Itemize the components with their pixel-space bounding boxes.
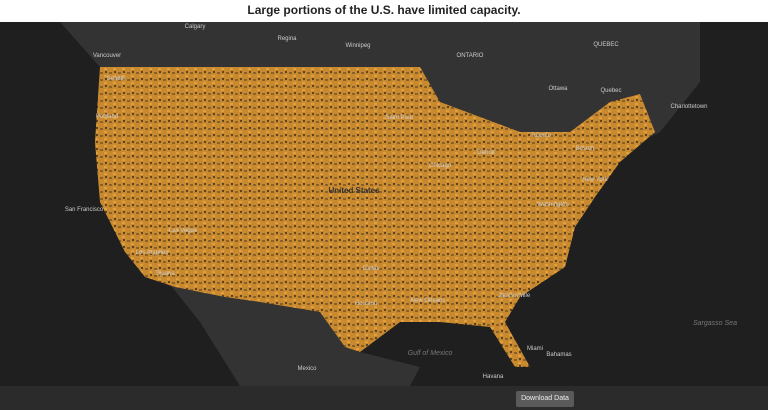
mexico	[160, 272, 420, 386]
footer-bar	[0, 386, 768, 410]
map: Calgary Regina Winnipeg Vancouver Seattle Por…	[0, 22, 768, 386]
place-label: New York	[582, 177, 608, 183]
place-label: Portland	[96, 114, 118, 120]
place-label: Dallas	[363, 266, 380, 272]
place-label: Toronto	[531, 133, 552, 139]
place-label: Vancouver	[93, 53, 121, 59]
place-label: Jacksonville	[498, 293, 531, 299]
place-label: Regina	[277, 36, 297, 42]
place-label: Miami	[527, 346, 543, 352]
place-label: United States	[328, 186, 380, 195]
place-label: Detroit	[477, 150, 495, 156]
place-label: Sargasso Sea	[693, 320, 737, 327]
place-label: Havana	[483, 374, 504, 380]
place-label: Ottawa	[548, 86, 568, 92]
title: Large portions of the U.S. have limited …	[247, 3, 521, 17]
place-label: QUEBEC	[593, 42, 619, 48]
place-label: Quebec	[600, 88, 621, 94]
download-button[interactable]: Download Data	[516, 391, 574, 407]
place-label: ONTARIO	[457, 53, 484, 59]
place-label: Washington	[537, 202, 568, 208]
place-label: Chicago	[429, 163, 452, 169]
place-label: Las Vegas	[169, 228, 197, 234]
place-label: Boston	[576, 146, 595, 152]
place-label: Houston	[355, 301, 377, 307]
place-label: New Orleans	[411, 298, 446, 304]
place-label: Winnipeg	[345, 43, 370, 49]
place-label: Tijuana	[155, 271, 175, 277]
us-coverage	[95, 67, 655, 367]
place-label: Mexico	[297, 366, 317, 372]
place-label: Saint Paul	[385, 115, 412, 121]
place-label: San Francisco	[65, 207, 104, 213]
place-label: Los Angeles	[136, 250, 169, 256]
place-label: Charlottetown	[670, 104, 707, 110]
place-label: Calgary	[185, 24, 206, 30]
place-label: Seattle	[107, 76, 126, 82]
place-label: Bahamas	[546, 352, 571, 358]
place-label: Gulf of Mexico	[408, 350, 453, 357]
